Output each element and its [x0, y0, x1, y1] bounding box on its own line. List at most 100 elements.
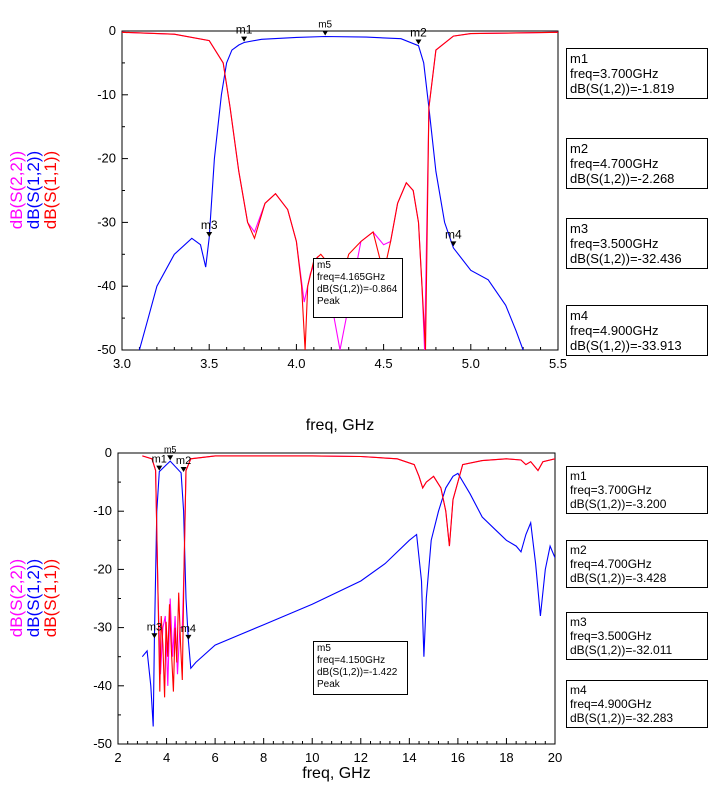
- marker-m5-triangle: [322, 30, 329, 36]
- y-tick-label: -50: [97, 342, 116, 357]
- marker-m2-triangle: [415, 39, 422, 45]
- marker-m3-triangle: [206, 231, 213, 237]
- marker-readout-line: freq=4.150GHz: [317, 655, 386, 666]
- marker-readout-m5-inline: m5 freq=4.150GHz dB(S(1,2))=-1.422 Peak: [313, 641, 408, 695]
- marker-readout-line: m2: [570, 141, 589, 156]
- y-tick-label: -30: [97, 214, 116, 229]
- marker-readout-line: m3: [570, 221, 589, 236]
- y-tick-label: -40: [97, 278, 116, 293]
- marker-readout-line: freq=3.500GHz: [570, 236, 659, 251]
- x-tick-label: 4: [163, 750, 170, 765]
- x-tick-label: 12: [354, 750, 368, 765]
- marker-m4-triangle: [450, 241, 457, 247]
- x-axis-label: freq, GHz: [306, 417, 374, 434]
- marker-readout-line: dB(S(1,2))=-3.428: [570, 571, 667, 585]
- marker-readout-line: dB(S(1,2))=-32.011: [570, 643, 673, 657]
- marker-m4-label: m4: [445, 227, 462, 241]
- x-tick-label: 16: [451, 750, 465, 765]
- series-group: [141, 455, 555, 727]
- y-tick-label: -30: [93, 620, 112, 635]
- x-tick-label: 4.0: [287, 356, 305, 371]
- marker-m5-triangle: [167, 455, 174, 461]
- x-tick-label: 5.0: [462, 356, 480, 371]
- y-tick-label: 0: [105, 445, 112, 460]
- x-tick-label: 10: [305, 750, 319, 765]
- y-tick-label: 0: [109, 23, 116, 38]
- marker-readout-m1: m1 freq=3.700GHz dB(S(1,2))=-3.200: [566, 466, 708, 514]
- marker-readout-m2: m2 freq=4.700GHz dB(S(1,2))=-3.428: [566, 540, 708, 588]
- marker-readout-line: m1: [570, 469, 587, 483]
- marker-m2-triangle: [180, 466, 187, 472]
- marker-readout-line: dB(S(1,2))=-0.864: [317, 284, 398, 295]
- marker-m1-label: m1: [152, 454, 167, 466]
- y-tick-label: -40: [93, 678, 112, 693]
- marker-readout-line: freq=4.900GHz: [570, 323, 659, 338]
- y-axis-label: dB(S(2,2))dB(S(1,2))dB(S(1,1)): [7, 151, 60, 229]
- marker-readout-line: m5: [317, 260, 331, 271]
- x-tick-label: 4.5: [375, 356, 393, 371]
- marker-readout-m4: m4 freq=4.900GHz dB(S(1,2))=-33.913: [566, 305, 708, 356]
- x-tick-label: 3.0: [113, 356, 131, 371]
- marker-m1-label: m1: [236, 23, 253, 37]
- marker-readout-line: m2: [570, 543, 587, 557]
- marker-readout-line: m3: [570, 615, 587, 629]
- y-axis-label-part: dB(S(1,1)): [41, 151, 60, 229]
- marker-readout-line: dB(S(1,2))=-1.819: [570, 81, 675, 96]
- marker-readout-line: dB(S(1,2))=-32.436: [570, 251, 682, 266]
- marker-readout-line: dB(S(1,2))=-3.200: [570, 497, 667, 511]
- marker-readout-line: m4: [570, 683, 587, 697]
- marker-readout-m1: m1 freq=3.700GHz dB(S(1,2))=-1.819: [566, 48, 708, 99]
- marker-readout-line: freq=3.700GHz: [570, 483, 652, 497]
- marker-m4-label: m4: [181, 623, 196, 635]
- x-axis-label: freq, GHz: [302, 765, 370, 782]
- marker-readout-line: m4: [570, 308, 589, 323]
- series-line-dbs12: [138, 35, 524, 350]
- marker-readout-m3: m3 freq=3.500GHz dB(S(1,2))=-32.436: [566, 218, 708, 269]
- x-tick-label: 2: [114, 750, 121, 765]
- marker-m4-triangle: [185, 634, 192, 640]
- marker-m5-label: m5: [318, 20, 332, 31]
- marker-m5-label: m5: [164, 444, 177, 454]
- marker-readout-line: freq=4.900GHz: [570, 697, 652, 711]
- chart-2: 0 -10 -20 -30 -40 -502 4 6 8 10 12 14 16 18 20 freq, GH…: [7, 444, 562, 782]
- marker-m1-triangle: [156, 465, 163, 471]
- marker-m2-label: m2: [176, 455, 191, 467]
- x-tick-label: 18: [499, 750, 513, 765]
- marker-m3-label: m3: [201, 218, 218, 232]
- y-axis-label: dB(S(2,2))dB(S(1,2))dB(S(1,1)): [7, 559, 60, 637]
- marker-readout-line: dB(S(1,2))=-32.283: [570, 711, 674, 725]
- y-tick-label: -10: [93, 503, 112, 518]
- marker-readout-m3: m3 freq=3.500GHz dB(S(1,2))=-32.011: [566, 612, 708, 660]
- y-tick-label: -50: [93, 736, 112, 751]
- x-tick-label: 8: [260, 750, 267, 765]
- marker-readout-line: dB(S(1,2))=-2.268: [570, 171, 675, 186]
- y-axis-label-part: dB(S(1,1)): [41, 559, 60, 637]
- marker-m3-label: m3: [147, 621, 162, 633]
- marker-readout-m4: m4 freq=4.900GHz dB(S(1,2))=-32.283: [566, 680, 708, 728]
- marker-readout-line: Peak: [317, 296, 340, 307]
- marker-readout-line: freq=3.500GHz: [570, 629, 652, 643]
- series-line-dbs11: [142, 455, 555, 698]
- x-tick-label: 6: [211, 750, 218, 765]
- y-tick-label: -20: [97, 151, 116, 166]
- y-axis-label-part: dB(S(2,2)): [7, 559, 26, 637]
- y-axis-label-part: dB(S(1,2)): [24, 559, 43, 637]
- x-tick-label: 20: [548, 750, 562, 765]
- x-tick-label: 14: [402, 750, 416, 765]
- marker-m3-triangle: [151, 633, 158, 639]
- marker-readout-line: Peak: [317, 679, 340, 690]
- marker-m2-label: m2: [410, 25, 427, 39]
- series-line-dbs12: [141, 460, 555, 727]
- y-axis-label-part: dB(S(1,2)): [24, 151, 43, 229]
- marker-readout-line: freq=4.700GHz: [570, 557, 652, 571]
- marker-readout-line: freq=4.165GHz: [317, 272, 386, 283]
- marker-readout-m2: m2 freq=4.700GHz dB(S(1,2))=-2.268: [566, 138, 708, 189]
- marker-readout-line: dB(S(1,2))=-33.913: [570, 338, 682, 353]
- marker-readout-m5-inline: m5 freq=4.165GHz dB(S(1,2))=-0.864 Peak: [313, 258, 403, 318]
- marker-readout-line: freq=4.700GHz: [570, 156, 659, 171]
- marker-readout-line: dB(S(1,2))=-1.422: [317, 667, 398, 678]
- y-axis-label-part: dB(S(2,2)): [7, 151, 26, 229]
- marker-m1-triangle: [241, 36, 248, 42]
- x-tick-label: 3.5: [200, 356, 218, 371]
